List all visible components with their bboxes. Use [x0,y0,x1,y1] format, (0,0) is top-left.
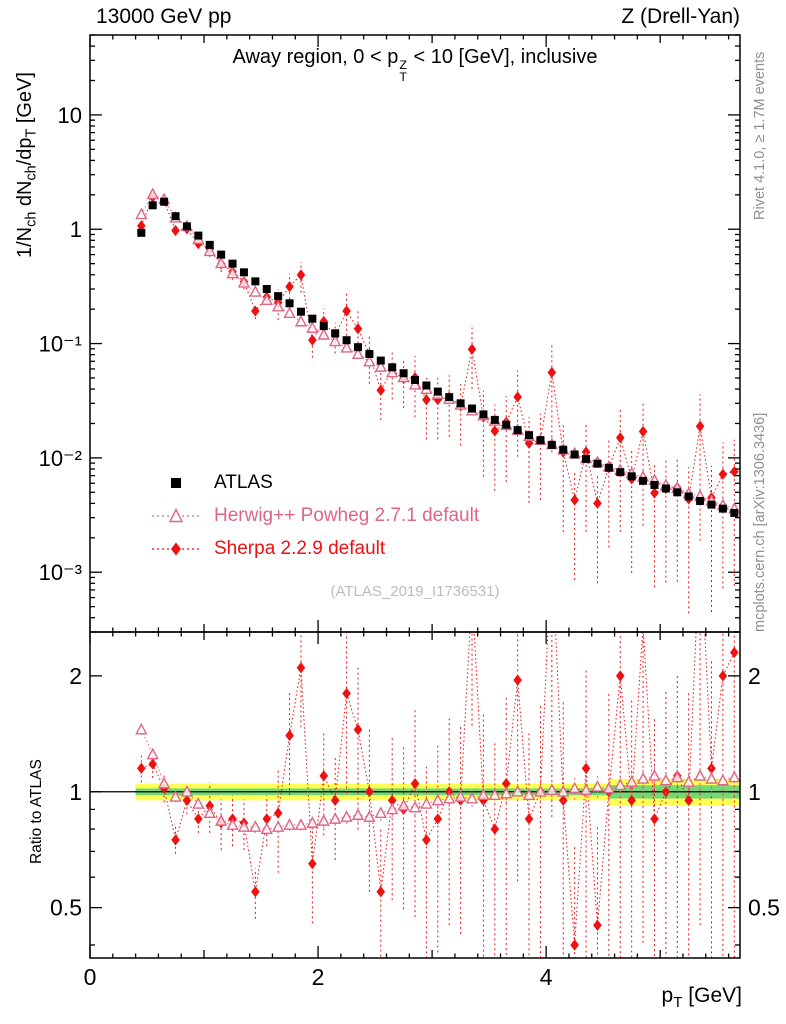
plot-title-suffix: < 10 [GeV], inclusive [407,46,598,68]
svg-text:10⁻³: 10⁻³ [39,560,82,585]
legend-item-sherpa: Sherpa 2.2.9 default [150,532,479,565]
legend-label-sherpa: Sherpa 2.2.9 default [214,537,386,559]
legend-item-atlas: ATLAS [150,466,479,499]
svg-text:0.5: 0.5 [748,895,780,921]
main-y-axis-label: 1/Nch dNch/dpT [GeV] [14,72,40,258]
legend-item-herwig: Herwig++ Powheg 2.7.1 default [150,499,479,532]
analysis-watermark: (ATLAS_2019_I1736531) [330,583,500,600]
svg-text:0: 0 [84,964,97,990]
svg-text:2: 2 [69,663,82,689]
svg-text:10⁻²: 10⁻² [39,446,82,471]
mcplots-credit-label: mcplots.cern.ch [arXiv:1306.3436] [752,412,768,632]
rivet-version-label: Rivet 4.1.0, ≥ 1.7M events [752,51,768,220]
sherpa-diamond-marker-icon [152,542,200,555]
svg-text:1: 1 [748,779,761,805]
herwig-triangle-marker-icon [152,507,200,522]
ratio-y-axis-label: Ratio to ATLAS [28,759,45,864]
x-axis-label: pT [GeV] [661,984,742,1011]
header-process: Z (Drell-Yan) [621,5,740,28]
svg-text:1: 1 [70,217,82,242]
legend: ATLAS Herwig++ Powheg 2.7.1 default Sher… [150,466,479,565]
svg-text:0.5: 0.5 [50,895,82,921]
legend-label-atlas: ATLAS [214,471,273,493]
header-beam-energy: 13000 GeV pp [96,5,232,28]
atlas-square-marker-icon [171,477,181,488]
legend-label-herwig: Herwig++ Powheg 2.7.1 default [214,504,480,526]
svg-text:1: 1 [69,779,82,805]
svg-text:2: 2 [748,663,761,689]
svg-text:4: 4 [540,964,553,990]
svg-text:10: 10 [58,103,82,128]
plot-title-prefix: Away region, 0 < p [232,46,399,68]
svg-text:10⁻¹: 10⁻¹ [39,332,82,357]
svg-text:2: 2 [312,964,325,990]
